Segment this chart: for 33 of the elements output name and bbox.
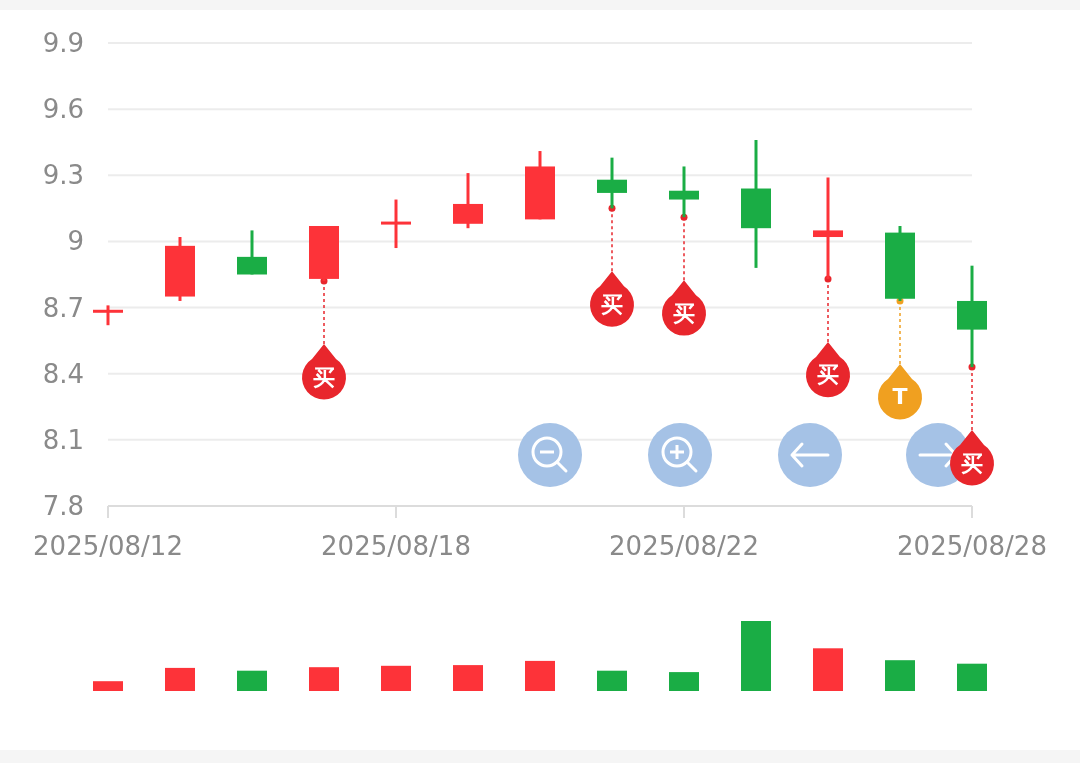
x-tick-label: 2025/08/18 [321,531,471,561]
bar [741,621,771,691]
data-label: 买 [601,291,623,317]
bar [453,665,483,691]
x-tick-label: 2025/08/22 [609,531,759,561]
data-label: 买 [313,364,335,390]
y-tick-label: 9.3 [42,160,84,191]
y-tick-label: 7.8 [42,491,84,521]
bar [597,670,627,691]
y-tick-label: 9.9 [42,28,84,58]
candlestick [381,199,411,250]
y-tick-label: 9.6 [42,94,84,125]
bar [237,670,267,691]
y-tick-label: 9 [67,226,84,257]
bar [381,665,411,691]
y-tick-label: 8.1 [42,424,84,455]
data-label: 买 [673,300,695,326]
bar [885,660,915,691]
bar [309,667,339,691]
bar [165,667,195,691]
bar [525,660,555,691]
data-label: T [892,384,908,410]
bar [813,648,843,691]
x-tick-label: 2025/08/28 [897,531,1047,561]
data-label: 买 [961,450,983,476]
candlestick [93,305,123,327]
bar [93,681,123,691]
data-label: 买 [817,362,839,388]
bar [957,663,987,691]
bar [669,672,699,691]
x-tick-label: 2025/08/12 [33,531,183,561]
y-tick-label: 8.7 [42,292,84,323]
y-tick-label: 8.4 [42,358,84,389]
